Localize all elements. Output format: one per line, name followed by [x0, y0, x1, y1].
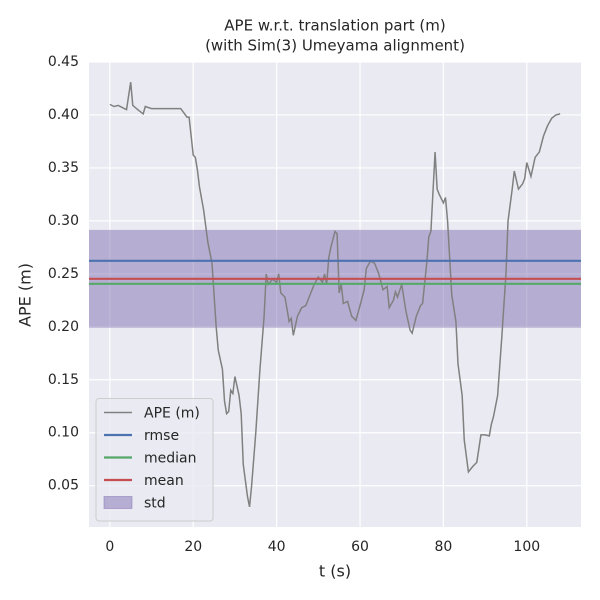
y-tick-label: 0.10 — [48, 425, 79, 441]
y-axis-label: APE (m) — [16, 263, 35, 327]
y-tick-label: 0.45 — [48, 54, 79, 70]
chart-subtitle: (with Sim(3) Umeyama alignment) — [205, 37, 465, 55]
x-tick-label: 20 — [184, 539, 202, 555]
y-tick-label: 0.40 — [48, 107, 79, 123]
chart-title: APE w.r.t. translation part (m) — [224, 17, 445, 35]
legend-label: median — [144, 451, 196, 467]
legend-label: APE (m) — [144, 406, 200, 422]
x-tick-label: 100 — [513, 539, 540, 555]
y-tick-label: 0.25 — [48, 266, 79, 282]
y-tick-label: 0.35 — [48, 160, 79, 176]
data-line — [109, 82, 561, 508]
y-tick-label: 0.30 — [48, 213, 79, 229]
x-tick-label: 80 — [434, 539, 452, 555]
y-tick-label: 0.05 — [48, 478, 79, 494]
y-tick-label: 0.15 — [48, 372, 79, 388]
x-axis-label: t (s) — [319, 562, 351, 581]
legend-label: mean — [144, 473, 184, 489]
legend-swatch — [103, 496, 133, 509]
legend-label: std — [144, 496, 166, 512]
legend-box — [95, 398, 214, 522]
legend-label: rmse — [144, 428, 179, 444]
x-tick-label: 40 — [268, 539, 286, 555]
x-tick-label: 0 — [105, 539, 114, 555]
y-tick-label: 0.20 — [48, 319, 79, 335]
x-tick-label: 60 — [351, 539, 369, 555]
